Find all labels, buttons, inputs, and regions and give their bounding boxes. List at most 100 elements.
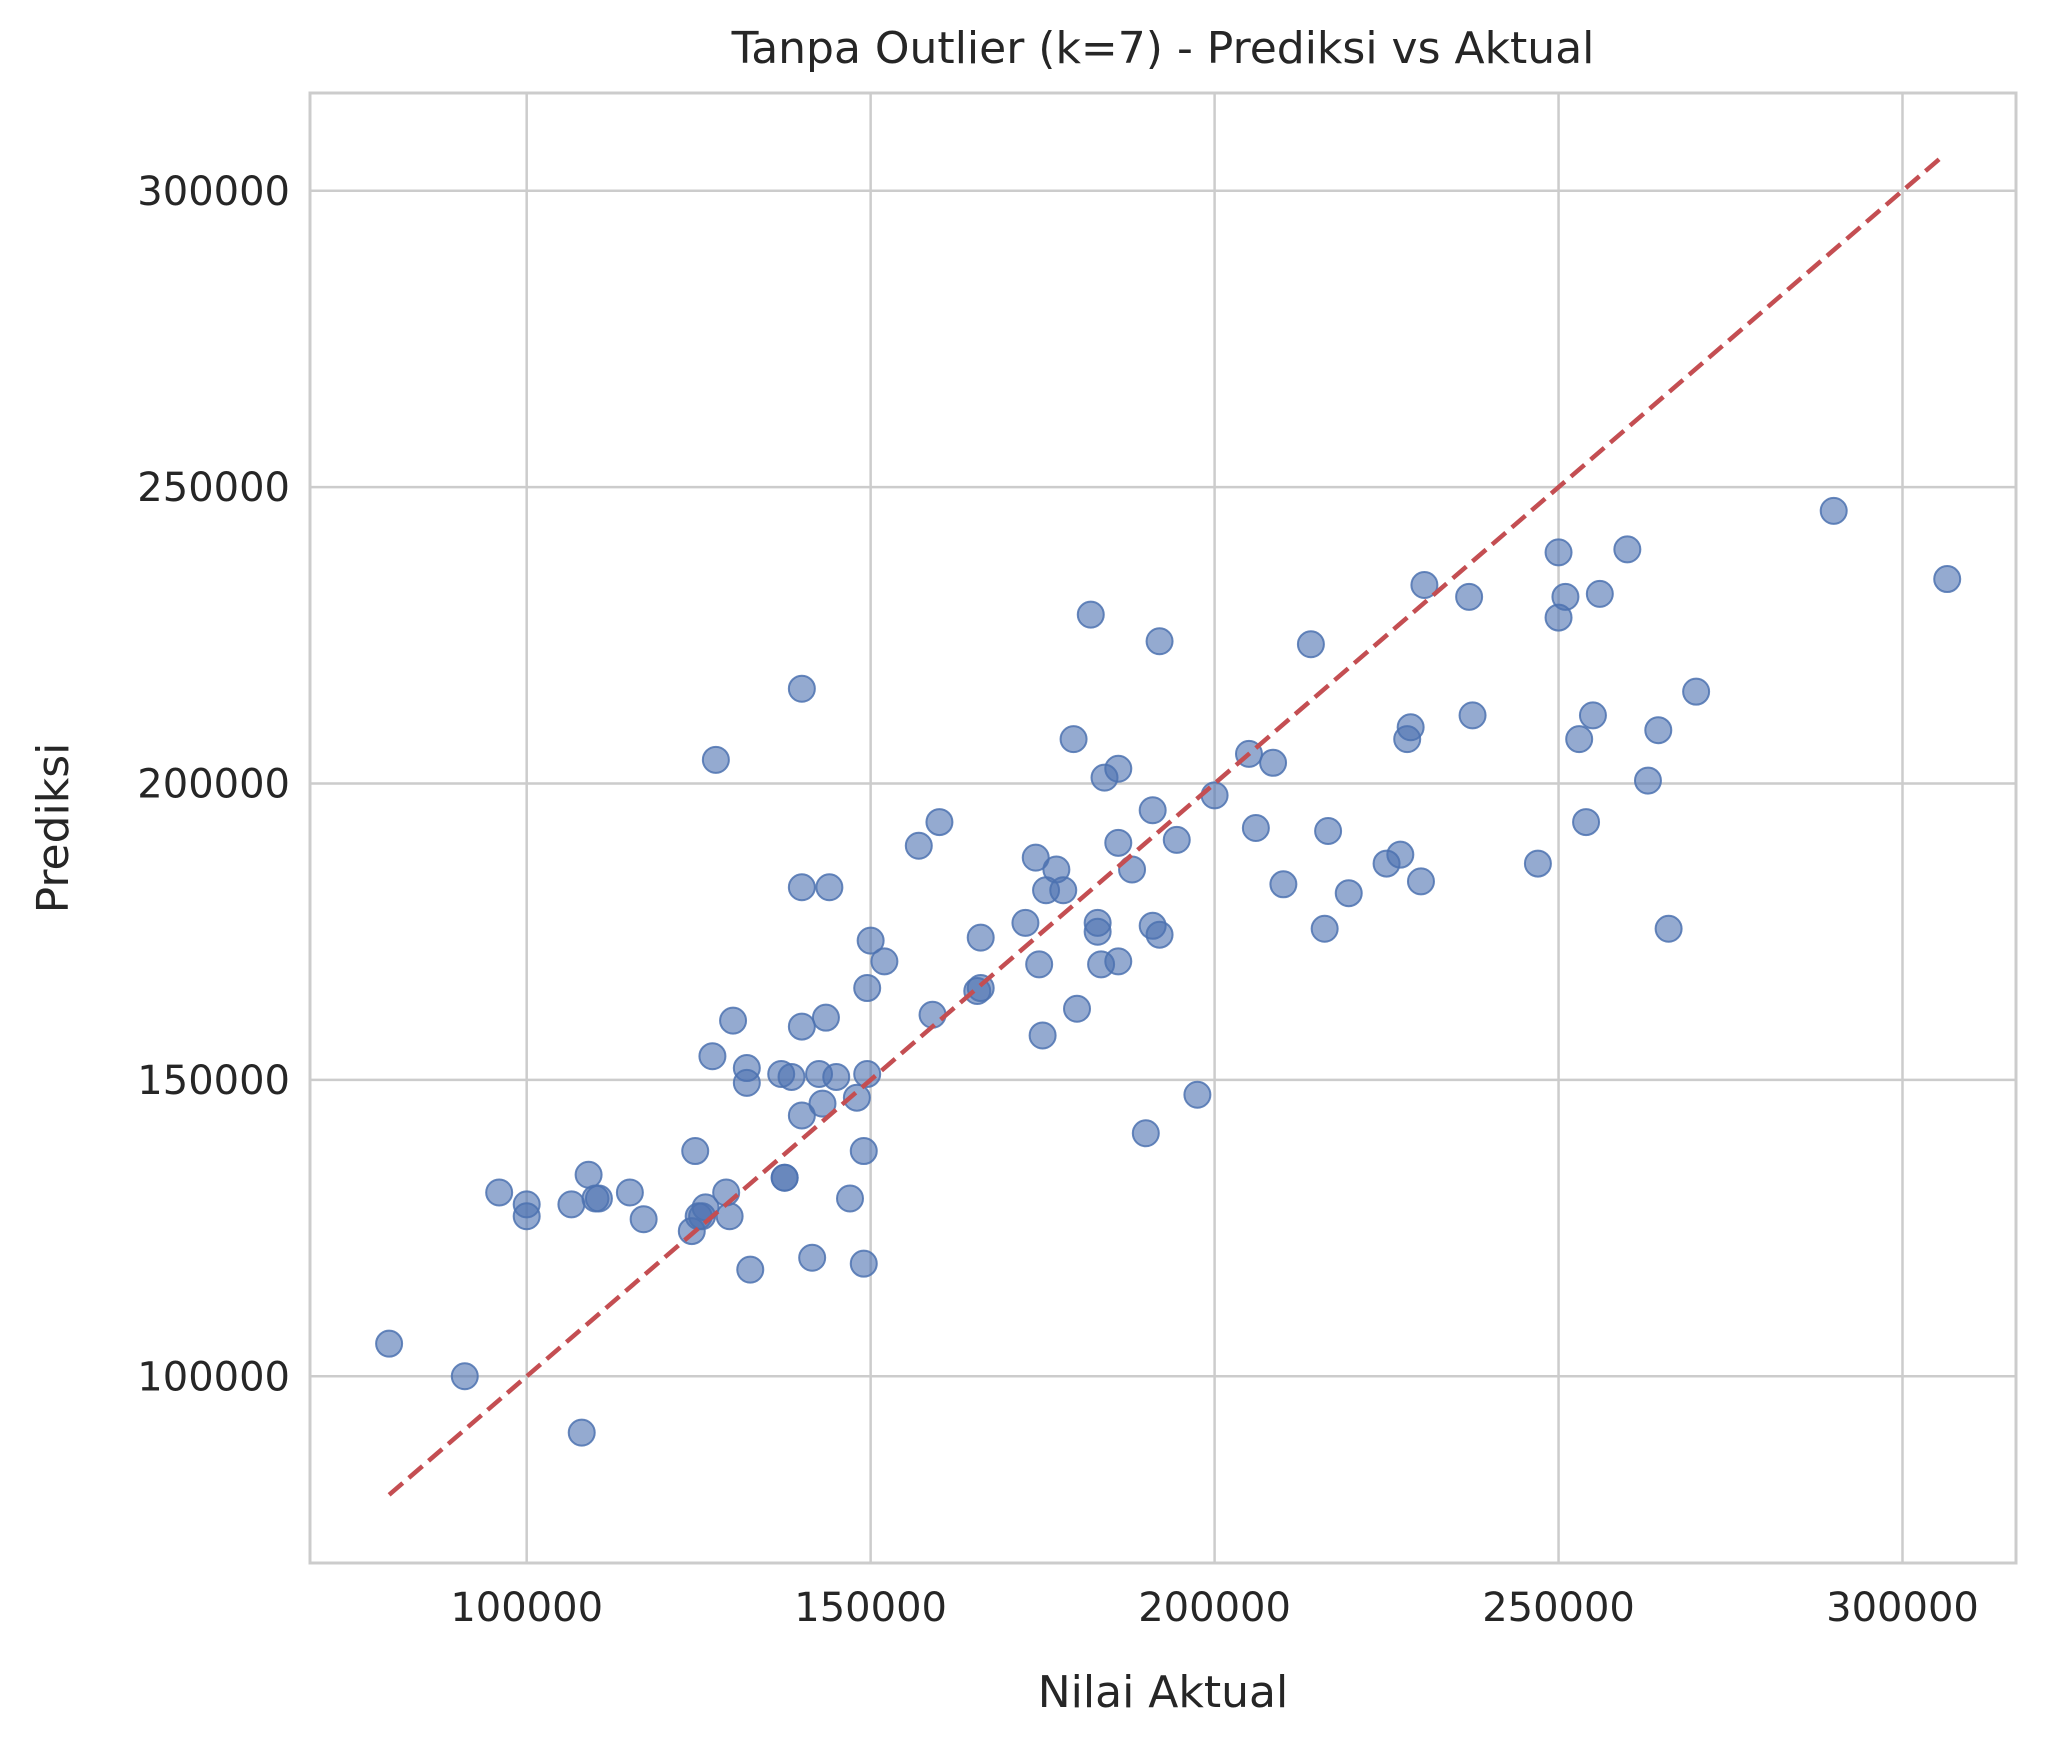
data-point <box>1162 825 1191 854</box>
plot-frame <box>308 91 2018 1565</box>
y-tick-label: 100000 <box>137 1354 290 1400</box>
data-point <box>1200 781 1229 810</box>
data-point <box>1819 496 1848 525</box>
data-point <box>1131 1119 1160 1148</box>
y-tick-label: 150000 <box>137 1058 290 1104</box>
data-point <box>787 674 816 703</box>
grid <box>310 93 2016 1563</box>
data-point <box>1025 950 1054 979</box>
data-point <box>1644 716 1673 745</box>
data-point <box>1565 725 1594 754</box>
data-point <box>629 1205 658 1234</box>
data-point <box>1455 582 1484 611</box>
data-point <box>836 1184 865 1213</box>
data-point <box>856 926 885 955</box>
data-point <box>815 873 844 902</box>
data-point <box>512 1202 541 1231</box>
data-point <box>1028 1021 1057 1050</box>
data-point <box>1654 914 1683 943</box>
data-point <box>701 745 730 774</box>
chart-title: Tanpa Outlier (k=7) - Prediksi vs Aktual <box>731 23 1595 74</box>
data-point <box>966 923 995 952</box>
data-point <box>567 1418 596 1447</box>
x-tick-label: 300000 <box>1826 1585 1979 1631</box>
data-point <box>1933 565 1962 594</box>
data-point <box>1613 535 1642 564</box>
data-point <box>485 1178 514 1207</box>
data-point <box>681 1137 710 1166</box>
data-point <box>1011 908 1040 937</box>
data-point <box>1314 816 1343 845</box>
data-point <box>1138 796 1167 825</box>
data-point <box>732 1068 761 1097</box>
data-point <box>808 1089 837 1118</box>
data-point <box>375 1329 404 1358</box>
y-axis-label: Prediksi <box>28 743 79 914</box>
data-point <box>1410 570 1439 599</box>
data-point <box>853 974 882 1003</box>
x-axis-label: Nilai Aktual <box>1038 1667 1288 1718</box>
data-point <box>450 1362 479 1391</box>
y-tick-label: 300000 <box>137 169 290 215</box>
data-point <box>853 1059 882 1088</box>
data-points <box>375 496 1962 1447</box>
data-point <box>574 1160 603 1189</box>
data-point <box>1544 538 1573 567</box>
data-point <box>715 1202 744 1231</box>
data-point <box>777 1062 806 1091</box>
data-point <box>1310 914 1339 943</box>
data-point <box>904 831 933 860</box>
data-point <box>698 1042 727 1071</box>
data-point <box>1183 1080 1212 1109</box>
data-point <box>787 873 816 902</box>
data-point <box>822 1062 851 1091</box>
y-tick-label: 250000 <box>137 465 290 511</box>
data-point <box>1458 701 1487 730</box>
data-point <box>870 947 899 976</box>
x-tick-label: 250000 <box>1482 1585 1635 1631</box>
data-point <box>1585 579 1614 608</box>
data-point <box>1682 677 1711 706</box>
data-point <box>1021 843 1050 872</box>
data-point <box>1083 917 1112 946</box>
data-point <box>798 1243 827 1272</box>
data-point <box>849 1137 878 1166</box>
reference-line <box>387 153 1946 1497</box>
data-point <box>1063 994 1092 1023</box>
data-point <box>1104 947 1133 976</box>
data-point <box>719 1006 748 1035</box>
data-point <box>787 1101 816 1130</box>
data-point <box>1269 870 1298 899</box>
data-point <box>1633 766 1662 795</box>
data-point <box>770 1163 799 1192</box>
data-point <box>1406 867 1435 896</box>
data-point <box>1241 814 1270 842</box>
data-point <box>1523 849 1552 878</box>
x-tick-label: 100000 <box>450 1585 603 1631</box>
data-point <box>1572 808 1601 837</box>
data-point <box>736 1255 765 1284</box>
x-tick-label: 200000 <box>1138 1585 1291 1631</box>
data-point <box>1396 713 1425 742</box>
data-point <box>557 1190 586 1219</box>
data-point <box>1145 627 1174 656</box>
data-point <box>787 1012 816 1041</box>
data-point <box>584 1184 613 1213</box>
data-point <box>1386 840 1415 869</box>
data-point <box>1578 701 1607 730</box>
data-point <box>615 1178 644 1207</box>
tick-labels: 100000 150000 200000 250000 300000 100000 1500… <box>137 169 1979 1631</box>
x-tick-label: 150000 <box>794 1585 947 1631</box>
data-point <box>1076 600 1105 629</box>
data-point <box>1104 754 1133 783</box>
data-point <box>849 1249 878 1278</box>
data-point <box>1145 920 1174 949</box>
data-point <box>1259 748 1288 777</box>
data-point <box>811 1003 840 1032</box>
reference-line-layer <box>387 153 1946 1497</box>
data-point <box>1049 876 1078 905</box>
data-point <box>1059 725 1088 754</box>
data-point <box>1104 828 1133 857</box>
data-point <box>842 1083 871 1112</box>
